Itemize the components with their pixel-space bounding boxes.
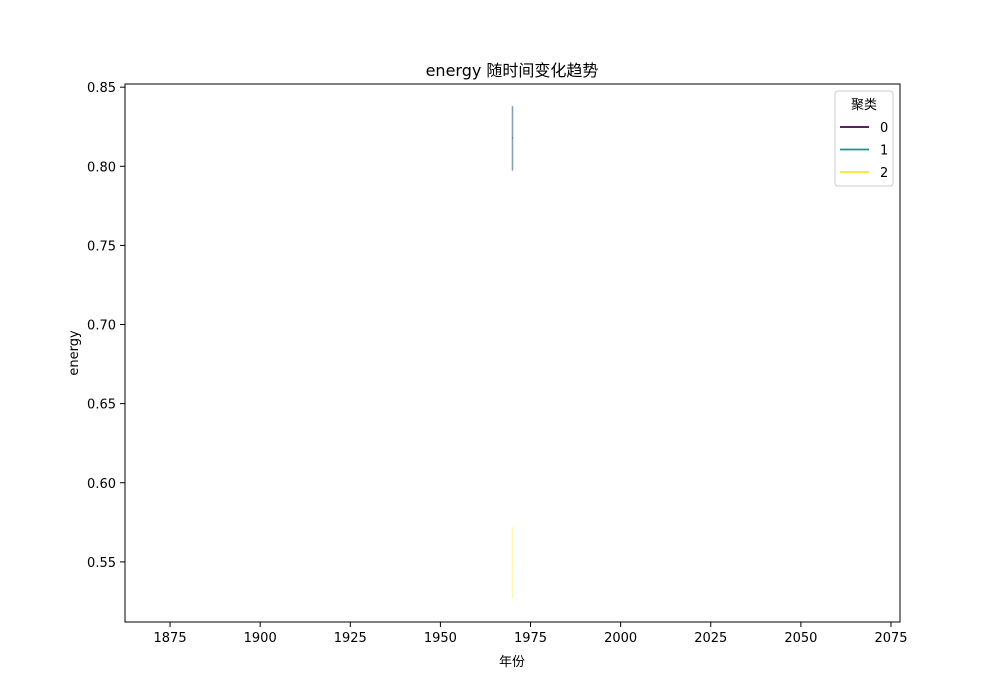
legend-entry: 0 — [840, 121, 888, 136]
y-tick-label: 0.55 — [87, 556, 116, 571]
legend-entry: 2 — [840, 166, 888, 181]
x-tick-label: 1950 — [424, 631, 457, 646]
axes-frame — [124, 83, 901, 623]
x-axis: 1875 1900 1925 1950 1975 2000 2025 2050 2075 — [154, 622, 908, 646]
chart-title: energy 随时间变化趋势 — [426, 61, 599, 80]
plot-area — [511, 106, 514, 599]
x-tick-label: 1975 — [514, 631, 547, 646]
series-1-point — [511, 137, 514, 139]
y-tick-label: 0.60 — [87, 477, 116, 492]
x-tick-label: 1875 — [154, 631, 187, 646]
y-axis: 0.55 0.60 0.65 0.70 0.75 0.80 0.85 — [87, 81, 125, 571]
legend-title: 聚类 — [851, 98, 877, 113]
series-2-point — [511, 561, 514, 563]
legend: 聚类 0 1 2 — [834, 90, 894, 187]
x-tick-label: 2000 — [604, 631, 637, 646]
y-tick-label: 0.85 — [87, 81, 116, 96]
legend-entries: 0 1 2 — [840, 121, 888, 181]
y-axis-label: energy — [67, 330, 82, 376]
legend-label: 0 — [880, 121, 888, 136]
legend-box — [834, 90, 894, 187]
x-tick-label: 1925 — [334, 631, 367, 646]
x-tick-label: 2050 — [784, 631, 817, 646]
series-2 — [511, 527, 514, 599]
legend-label: 1 — [880, 144, 888, 159]
x-tick-label: 2025 — [694, 631, 727, 646]
legend-label: 2 — [880, 166, 888, 181]
y-tick-label: 0.75 — [87, 239, 116, 254]
y-tick-label: 0.65 — [87, 398, 116, 413]
x-tick-label: 2075 — [874, 631, 907, 646]
series-1 — [511, 106, 514, 170]
legend-entry: 1 — [840, 144, 888, 159]
y-tick-label: 0.70 — [87, 319, 116, 334]
y-tick-label: 0.80 — [87, 160, 116, 175]
x-axis-label: 年份 — [499, 655, 525, 670]
x-tick-label: 1900 — [244, 631, 277, 646]
